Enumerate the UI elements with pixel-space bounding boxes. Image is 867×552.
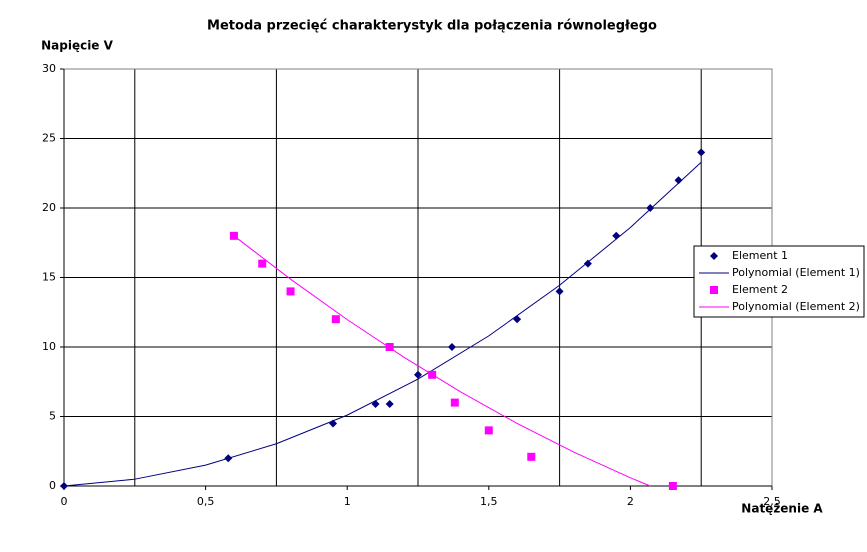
y-tick-label: 10 (42, 340, 56, 353)
legend-label: Element 2 (732, 283, 788, 296)
x-tick-label: 2,5 (763, 495, 781, 508)
y-tick-label: 30 (42, 62, 56, 75)
data-point (60, 482, 68, 490)
data-point (331, 315, 340, 324)
data-point (513, 315, 522, 324)
legend-swatch (710, 252, 718, 260)
data-point (414, 370, 422, 379)
trend-line (233, 235, 651, 487)
data-point (258, 259, 267, 268)
y-axis-title: Napięcie V (41, 39, 114, 53)
legend-box (693, 245, 865, 318)
data-point (484, 426, 493, 435)
y-tick-label: 20 (42, 201, 56, 214)
x-tick-label: 0,5 (197, 495, 215, 508)
chart-title: Metoda przecięć charakterystyk dla połąc… (207, 19, 657, 34)
data-point (385, 343, 394, 351)
data-point (229, 231, 238, 240)
y-tick-label: 5 (49, 410, 56, 423)
trend-line (63, 161, 702, 487)
data-point (428, 370, 437, 379)
data-point (583, 259, 592, 268)
y-tick-label: 25 (42, 132, 56, 145)
legend-label: Polynomial (Element 1) (732, 266, 860, 279)
data-point (697, 148, 706, 157)
data-point (527, 452, 536, 461)
data-point (668, 482, 677, 490)
x-tick-label: 1 (344, 495, 351, 508)
data-point (555, 287, 564, 296)
legend-label: Element 1 (732, 249, 788, 262)
data-point (371, 399, 380, 408)
data-point (646, 204, 655, 212)
x-tick-label: 1,5 (480, 495, 498, 508)
data-point (447, 343, 456, 351)
x-tick-label: 2 (627, 495, 634, 508)
data-point (385, 399, 394, 408)
data-point (450, 398, 459, 407)
y-tick-label: 15 (42, 271, 56, 284)
data-point (224, 454, 233, 463)
legend-label: Polynomial (Element 2) (732, 300, 860, 313)
x-tick-label: 0 (61, 495, 68, 508)
data-point (674, 176, 683, 185)
data-point (286, 287, 295, 296)
y-tick-label: 0 (49, 479, 56, 492)
data-point (329, 419, 338, 428)
data-point (612, 231, 621, 240)
legend-swatch (710, 286, 718, 294)
x-axis-title: Natężenie A (741, 502, 823, 516)
